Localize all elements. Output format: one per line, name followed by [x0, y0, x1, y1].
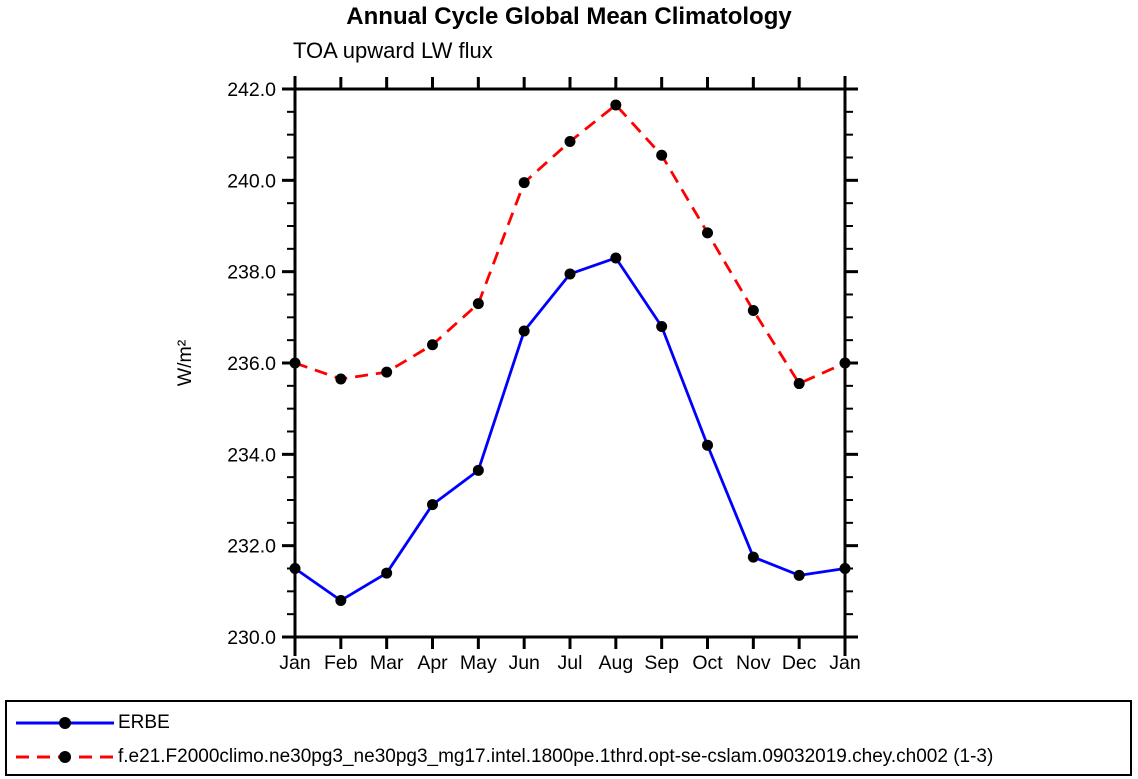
legend-entry-model: f.e21.F2000climo.ne30pg3_ne30pg3_mg17.in…: [7, 740, 1130, 774]
chart-title: Annual Cycle Global Mean Climatology: [346, 3, 792, 30]
data-point-marker: [747, 304, 759, 316]
data-point-marker: [335, 594, 347, 606]
data-point-marker: [381, 567, 393, 579]
legend-entry-erbe: ERBE: [7, 706, 1130, 740]
data-point-marker: [472, 464, 484, 476]
chart-subtitle: TOA upward LW flux: [293, 38, 493, 63]
x-tick-label: Aug: [598, 652, 633, 674]
data-point-marker: [472, 298, 484, 310]
data-point-marker: [610, 99, 622, 111]
x-tick-label: Dec: [782, 652, 817, 674]
legend-marker-dot: [59, 717, 71, 729]
data-point-marker: [289, 563, 301, 574]
legend-marker-dot: [59, 751, 71, 763]
data-point-marker: [702, 227, 713, 239]
y-tick-label: 234.0: [227, 444, 276, 466]
data-point-marker: [564, 136, 576, 148]
x-tick-label: Mar: [370, 652, 404, 674]
data-point-marker: [747, 551, 759, 563]
data-point-marker: [518, 325, 530, 337]
y-tick-label: 230.0: [227, 627, 276, 649]
data-point-marker: [839, 563, 851, 574]
y-tick-label: 232.0: [227, 536, 276, 558]
x-tick-label: Feb: [324, 652, 358, 674]
legend-label-erbe: ERBE: [118, 712, 170, 733]
data-point-marker: [702, 439, 713, 451]
legend-box: ERBE f.e21.F2000climo.ne30pg3_ne30pg3_mg…: [5, 700, 1132, 776]
data-point-marker: [793, 569, 805, 581]
x-tick-label: Jan: [279, 652, 310, 674]
x-tick-label: Sep: [644, 652, 679, 674]
legend-label-model: f.e21.F2000climo.ne30pg3_ne30pg3_mg17.in…: [118, 746, 994, 767]
data-point-marker: [427, 339, 438, 351]
data-point-marker: [427, 499, 438, 511]
x-tick-label: Oct: [692, 652, 723, 674]
legend-line-sample-dashed: [16, 751, 114, 763]
data-point-marker: [793, 378, 805, 390]
data-point-marker: [381, 366, 393, 378]
chart-plot-area: 230.0 232.0 234.0 236.0 238.0 240.0 242.0 Jan Fe…: [174, 76, 861, 674]
x-tick-label: Jan: [829, 652, 860, 674]
x-tick-label: Nov: [736, 652, 771, 674]
y-tick-label: 238.0: [227, 262, 276, 284]
x-tick-label: Jun: [508, 652, 539, 674]
y-axis-title: W/m²: [174, 339, 196, 386]
data-point-marker: [289, 357, 301, 369]
data-point-marker: [656, 149, 668, 161]
data-point-marker: [335, 373, 347, 385]
x-tick-label: Jul: [558, 652, 583, 674]
y-tick-label: 240.0: [227, 170, 276, 192]
data-point-marker: [610, 252, 622, 264]
data-point-marker: [518, 177, 530, 189]
y-tick-label: 242.0: [227, 79, 276, 101]
legend-line-sample-solid: [16, 717, 114, 729]
data-point-marker: [839, 357, 851, 369]
y-tick-label: 236.0: [227, 353, 276, 375]
data-point-marker: [564, 268, 576, 280]
series-line-erbe: [294, 256, 846, 602]
x-tick-label: Apr: [417, 652, 448, 674]
x-tick-label: May: [460, 652, 497, 674]
data-point-marker: [656, 320, 668, 332]
